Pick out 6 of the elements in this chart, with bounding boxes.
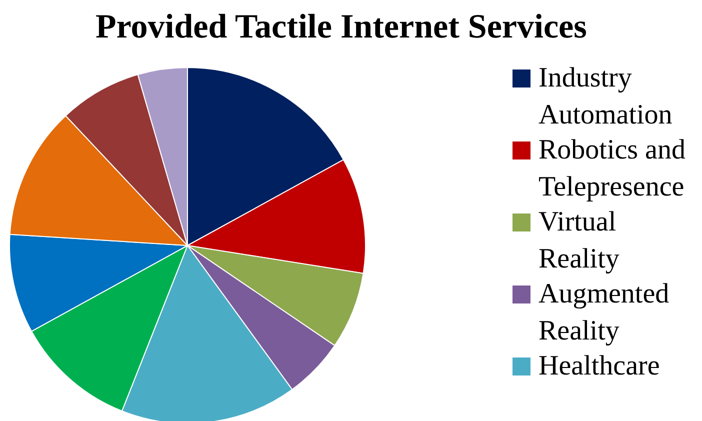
- chart-title: Provided Tactile Internet Services: [96, 8, 587, 46]
- legend-label: Augmented Reality: [538, 278, 670, 347]
- legend-label: Virtual Reality: [538, 206, 620, 275]
- legend-label: Industry Automation: [538, 62, 672, 131]
- legend-label: Healthcare: [538, 350, 660, 382]
- legend-label: Robotics and Telepresence: [538, 134, 686, 203]
